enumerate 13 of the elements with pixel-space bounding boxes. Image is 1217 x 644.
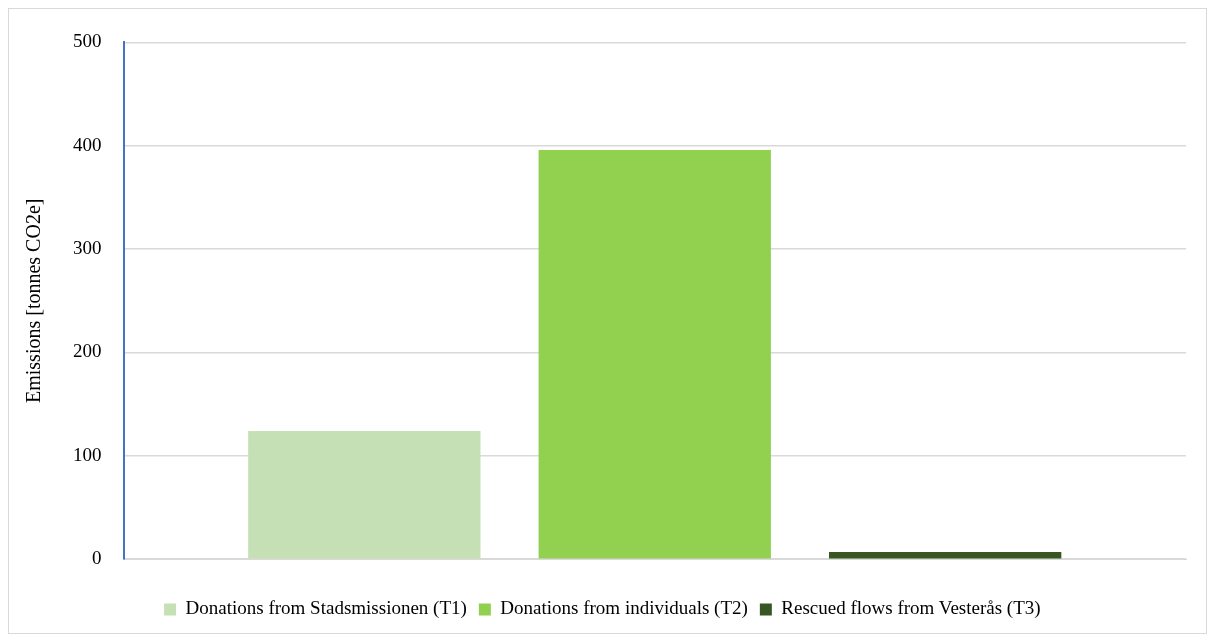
y-tick-label: 300 [73, 237, 102, 259]
legend-label: Donations from Stadsmissionen (T1) [185, 597, 467, 620]
y-tick-label: 100 [73, 443, 102, 465]
bar [248, 431, 481, 559]
y-tick-label: 400 [73, 133, 102, 155]
y-axis-title: Emissions [tonnes CO2e] [22, 198, 45, 404]
y-tick-label: 200 [73, 340, 102, 362]
y-tick-label: 0 [92, 547, 102, 569]
bar [538, 149, 771, 559]
legend-label: Donations from individuals (T2) [500, 597, 748, 620]
bar [829, 551, 1062, 559]
legend-label: Rescued flows from Vesterås (T3) [781, 597, 1041, 620]
y-tick-label: 500 [73, 30, 102, 52]
